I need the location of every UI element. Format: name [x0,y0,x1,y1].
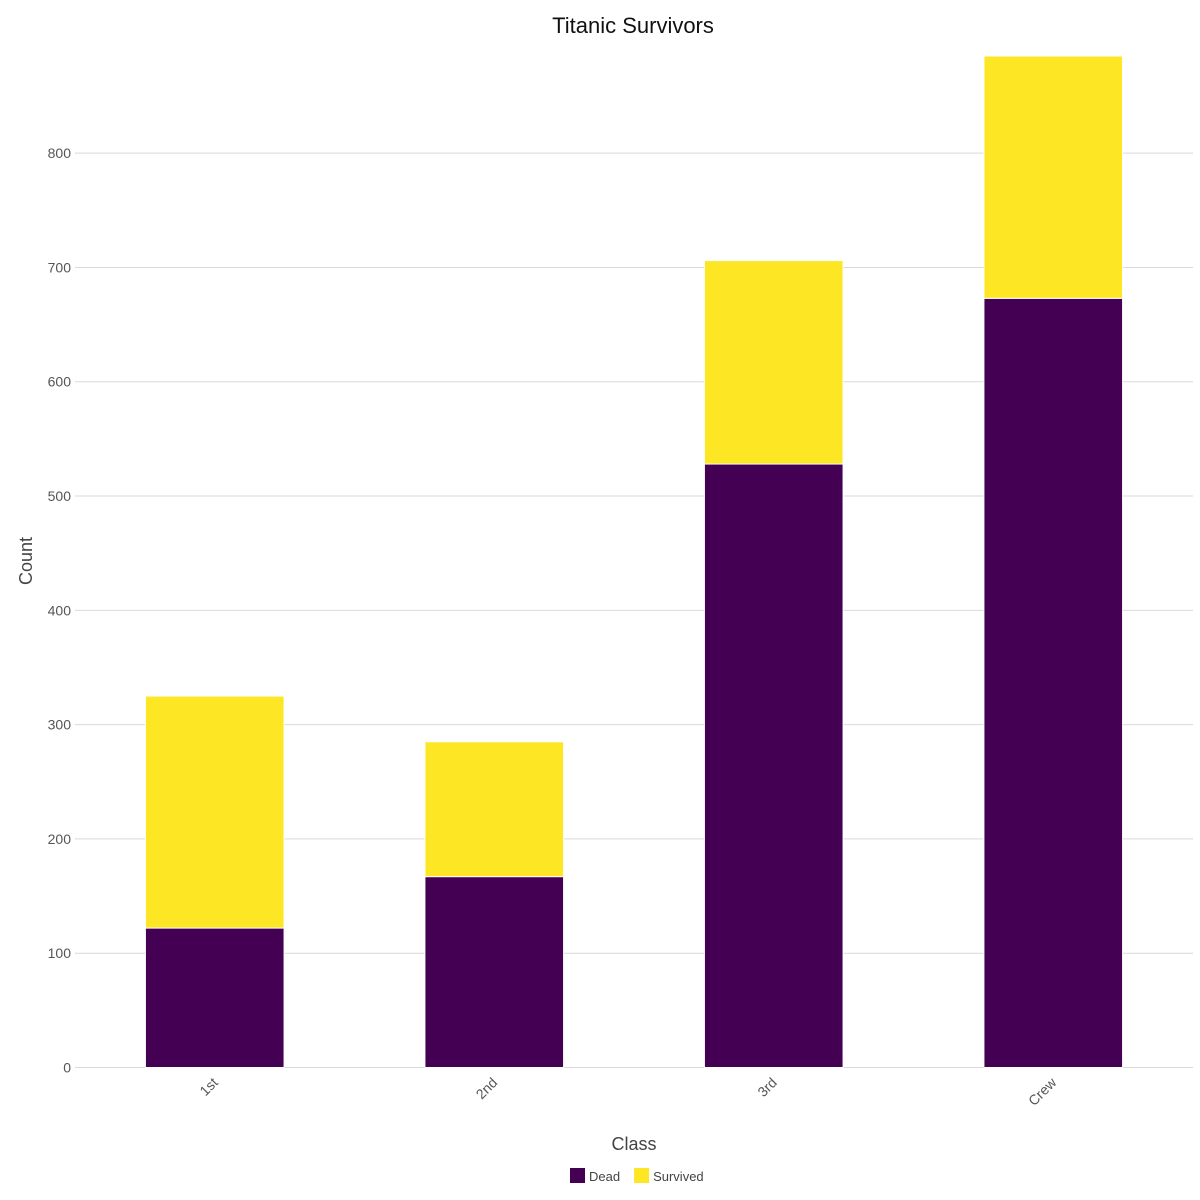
legend-swatch-survived [634,1168,650,1183]
y-tick-label: 600 [48,374,72,390]
bar-survived-crew [983,55,1124,299]
y-tick-label: 300 [48,717,72,733]
legend-label-dead: Dead [589,1169,620,1184]
x-tick-label: 1st [196,1074,221,1099]
bar-survived-3rd [703,260,844,465]
y-tick-label: 100 [48,945,72,961]
x-tick-label: 2nd [473,1074,501,1102]
y-tick-label: 500 [48,488,72,504]
y-tick-label: 700 [48,259,72,275]
bar-dead-3rd [703,463,844,1068]
bar-survived-1st [144,695,285,929]
x-tick-label: Crew [1025,1074,1060,1109]
x-axis-ticks: 1st 2nd 3rd Crew [196,1074,1060,1109]
y-tick-label: 400 [48,602,72,618]
bar-dead-crew [983,297,1124,1069]
y-tick-label: 0 [63,1060,71,1076]
legend: Dead Survived [570,1168,704,1184]
bar-survived-2nd [424,741,565,878]
y-axis-ticks: 0 100 200 300 400 500 600 700 800 [48,145,72,1075]
chart-title: Titanic Survivors [552,13,714,38]
legend-swatch-dead [570,1168,585,1183]
bars [144,55,1124,1069]
bar-dead-1st [144,927,285,1068]
y-axis-title: Count [16,537,36,585]
y-tick-label: 800 [48,145,72,161]
x-axis-title: Class [611,1134,656,1154]
bar-dead-2nd [424,876,565,1069]
y-tick-label: 200 [48,831,72,847]
legend-label-survived: Survived [653,1169,704,1184]
x-tick-label: 3rd [754,1074,780,1100]
